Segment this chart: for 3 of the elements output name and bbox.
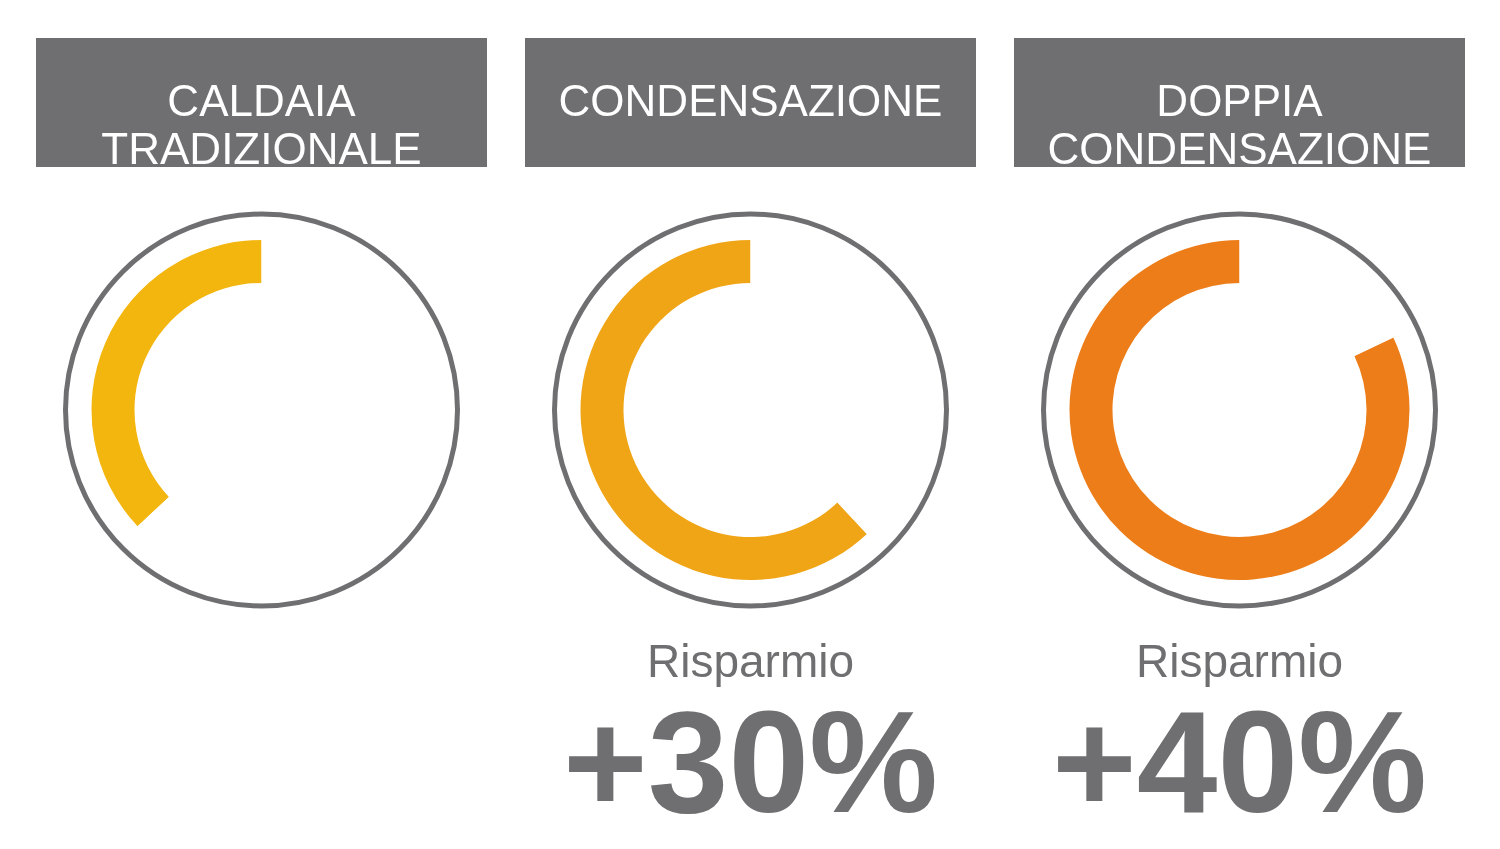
chart-title: DOPPIA CONDENSAZIONE — [1047, 75, 1432, 173]
chart-title: CONDENSAZIONE — [558, 75, 943, 125]
chart-title: CALDAIA TRADIZIONALE — [101, 75, 422, 173]
